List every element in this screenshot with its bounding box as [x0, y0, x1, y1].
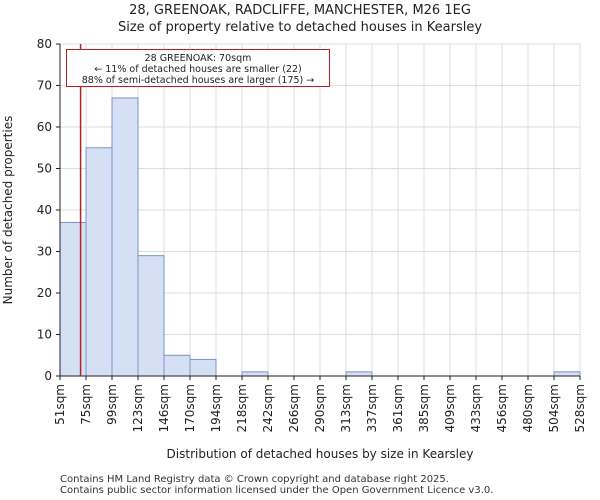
- footer-line1: Contains HM Land Registry data © Crown c…: [60, 474, 449, 485]
- y-tick-label-5: 50: [37, 162, 52, 176]
- x-tick-label-194sqm: 194sqm: [209, 384, 223, 432]
- x-tick-label-528sqm: 528sqm: [573, 384, 587, 432]
- x-tick-label-170sqm: 170sqm: [183, 384, 197, 432]
- x-tick-label-75sqm: 75sqm: [79, 384, 93, 425]
- bar-313sqm: [345, 371, 373, 377]
- y-axis-title: Number of detached properties: [1, 116, 15, 305]
- annotation-box: 28 GREENOAK: 70sqm ← 11% of detached hou…: [66, 49, 330, 87]
- annotation-line3: 88% of semi-detached houses are larger (…: [81, 75, 315, 86]
- bar-75sqm: [85, 147, 113, 377]
- y-tick-label-4: 40: [37, 203, 52, 217]
- y-tick-label-1: 10: [37, 328, 52, 342]
- y-tick-label-6: 60: [37, 120, 52, 134]
- x-tick-label-290sqm: 290sqm: [313, 384, 327, 432]
- x-tick-label-51sqm: 51sqm: [53, 384, 67, 425]
- annotation-line1: 28 GREENOAK: 70sqm: [144, 53, 252, 64]
- bar-123sqm: [137, 255, 165, 377]
- x-tick-label-385sqm: 385sqm: [417, 384, 431, 432]
- footer-line2: Contains public sector information licen…: [60, 485, 494, 496]
- x-tick-label-409sqm: 409sqm: [443, 384, 457, 432]
- x-tick-label-337sqm: 337sqm: [365, 384, 379, 432]
- x-tick-label-242sqm: 242sqm: [261, 384, 275, 432]
- x-tick-label-456sqm: 456sqm: [495, 384, 509, 432]
- x-axis-title: Distribution of detached houses by size …: [167, 447, 474, 461]
- chart-title-line1: 28, GREENOAK, RADCLIFFE, MANCHESTER, M26…: [129, 3, 471, 18]
- bar-99sqm: [111, 97, 139, 377]
- y-tick-label-3: 30: [37, 245, 52, 259]
- bar-146sqm: [163, 354, 191, 377]
- bar-170sqm: [189, 358, 217, 377]
- x-tick-label-218sqm: 218sqm: [235, 384, 249, 432]
- x-tick-label-146sqm: 146sqm: [157, 384, 171, 432]
- x-tick-label-433sqm: 433sqm: [469, 384, 483, 432]
- y-tick-label-2: 20: [37, 286, 52, 300]
- x-tick-label-480sqm: 480sqm: [521, 384, 535, 432]
- bar-504sqm: [553, 371, 581, 377]
- bar-51sqm: [59, 221, 87, 377]
- y-tick-label-7: 70: [37, 79, 52, 93]
- x-tick-label-266sqm: 266sqm: [287, 384, 301, 432]
- bar-218sqm: [241, 371, 269, 377]
- x-tick-label-99sqm: 99sqm: [105, 384, 119, 425]
- y-tick-label-8: 80: [37, 37, 52, 51]
- y-tick-label-0: 0: [44, 369, 52, 383]
- x-tick-label-504sqm: 504sqm: [547, 384, 561, 432]
- x-tick-label-123sqm: 123sqm: [131, 384, 145, 432]
- chart-title-line2: Size of property relative to detached ho…: [117, 20, 483, 35]
- x-tick-label-313sqm: 313sqm: [339, 384, 353, 432]
- x-tick-label-361sqm: 361sqm: [391, 384, 405, 432]
- annotation-line2: ← 11% of detached houses are smaller (22…: [94, 64, 302, 75]
